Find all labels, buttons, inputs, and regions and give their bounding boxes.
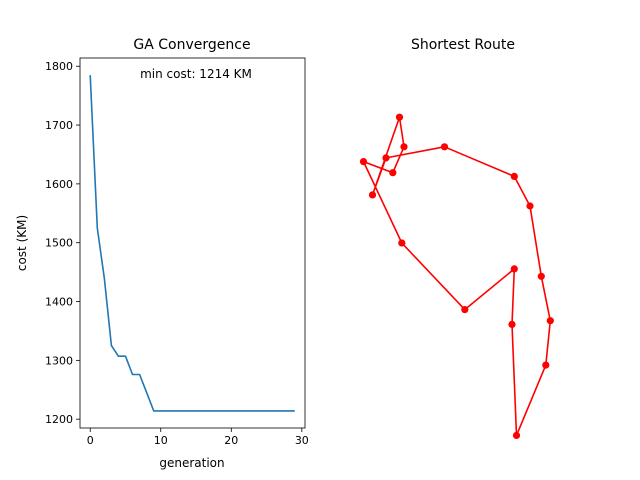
x-tick-label: 30	[295, 434, 309, 447]
y-tick-label: 1400	[45, 296, 73, 309]
route-city-point	[395, 113, 404, 121]
x-tick-label: 20	[224, 434, 238, 447]
y-tick-label: 1200	[45, 413, 73, 426]
route-layer	[359, 113, 554, 439]
route-city-point	[400, 143, 408, 151]
route-city-point	[510, 265, 518, 273]
y-tick-label: 1300	[45, 354, 73, 367]
convergence-line-layer	[89, 75, 295, 412]
route-chart: Shortest Route	[359, 37, 554, 439]
convergence-annotation: min cost: 1214 KM	[140, 67, 252, 81]
convergence-y-label: cost (KM)	[15, 215, 29, 271]
route-city-point	[542, 361, 550, 369]
x-tick-label: 0	[87, 434, 94, 447]
convergence-x-label: generation	[159, 456, 224, 470]
route-path	[362, 116, 552, 437]
route-city-point	[461, 306, 469, 314]
route-city-point	[512, 431, 521, 439]
route-city-point	[368, 191, 377, 199]
route-city-point	[508, 320, 516, 328]
x-tick-label: 10	[154, 434, 168, 447]
route-city-point	[440, 143, 449, 151]
route-city-point	[398, 239, 406, 247]
y-tick-label: 1800	[45, 60, 73, 73]
y-tick-label: 1700	[45, 119, 73, 132]
route-city-point	[382, 154, 390, 162]
route-city-point	[526, 202, 534, 210]
route-city-point	[546, 317, 554, 325]
convergence-chart: GA Convergence 0 10 20 30 1200 1300 1400 1500 16…	[15, 37, 309, 470]
y-tick-label: 1500	[45, 237, 73, 250]
convergence-plot-frame	[79, 57, 306, 429]
route-city-point	[537, 272, 545, 280]
convergence-title: GA Convergence	[133, 37, 250, 53]
y-tick-label: 1600	[45, 178, 73, 191]
convergence-series-line	[89, 75, 295, 412]
route-city-point	[510, 172, 518, 180]
route-city-point	[389, 169, 397, 177]
convergence-ticks: 0 10 20 30 1200 1300 1400 1500 1600 1700 1800	[45, 60, 309, 447]
route-city-point	[359, 158, 368, 166]
route-title: Shortest Route	[411, 37, 515, 53]
